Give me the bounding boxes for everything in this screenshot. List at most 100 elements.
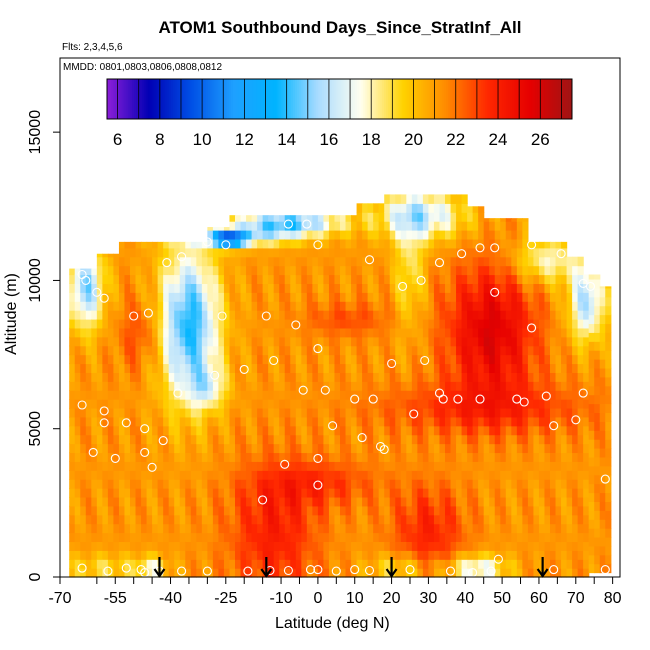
- observation-circle: [398, 281, 408, 291]
- heatmap-cell: [273, 559, 280, 569]
- heatmap-cell: [400, 221, 407, 231]
- heatmap-cell: [317, 479, 325, 489]
- heatmap-cell: [301, 523, 308, 534]
- heatmap-cell: [533, 372, 540, 382]
- heatmap-cell: [141, 363, 148, 373]
- colorbar-segment: [541, 79, 544, 119]
- heatmap-cell: [395, 416, 402, 427]
- heatmap-cell: [538, 407, 546, 418]
- heatmap-cell: [367, 221, 374, 231]
- heatmap-cell: [74, 390, 81, 400]
- heatmap-cell: [240, 372, 247, 382]
- heatmap-cell: [124, 399, 131, 409]
- heatmap-cell: [118, 434, 126, 445]
- heatmap-cell: [406, 221, 413, 231]
- heatmap-cell: [179, 354, 186, 365]
- heatmap-cell: [594, 563, 601, 574]
- heatmap-cell: [583, 310, 590, 320]
- heatmap-cell: [489, 327, 496, 338]
- heatmap-cell: [599, 501, 606, 511]
- heatmap-cell: [445, 559, 452, 569]
- heatmap-cell: [511, 345, 518, 356]
- heatmap-cell: [113, 310, 120, 320]
- heatmap-cell: [235, 532, 242, 543]
- heatmap-cell: [235, 247, 242, 258]
- heatmap-cell: [467, 461, 474, 471]
- colorbar-tick-label: 14: [277, 130, 296, 149]
- heatmap-cell: [472, 532, 479, 543]
- heatmap-cell: [301, 541, 308, 551]
- heatmap-cell: [572, 399, 579, 409]
- heatmap-cell: [511, 407, 518, 418]
- heatmap-cell: [411, 212, 418, 222]
- heatmap-cell: [257, 514, 264, 525]
- heatmap-cell: [505, 479, 512, 489]
- heatmap-cell: [229, 479, 236, 489]
- heatmap-cell: [411, 327, 418, 338]
- heatmap-cell: [334, 274, 341, 284]
- heatmap-cell: [489, 381, 496, 391]
- heatmap-cell: [505, 381, 512, 391]
- heatmap-cell: [538, 318, 546, 329]
- heatmap-cell: [555, 327, 562, 338]
- heatmap-cells: [69, 194, 612, 578]
- heatmap-cell: [212, 381, 220, 391]
- heatmap-cell: [212, 336, 220, 347]
- heatmap-cell: [118, 443, 126, 454]
- heatmap-cell: [494, 452, 501, 462]
- heatmap-cell: [201, 345, 208, 356]
- colorbar-segment: [405, 79, 408, 119]
- heatmap-cell: [328, 372, 336, 382]
- heatmap-cell: [505, 301, 512, 311]
- heatmap-cell: [572, 470, 579, 480]
- heatmap-cell: [69, 268, 76, 276]
- heatmap-cell: [141, 496, 148, 507]
- heatmap-cell: [417, 238, 424, 249]
- heatmap-cell: [500, 434, 507, 445]
- colorbar-segment: [234, 79, 238, 119]
- heatmap-cell: [400, 238, 407, 249]
- heatmap-cell: [157, 265, 164, 276]
- heatmap-cell: [306, 399, 313, 409]
- heatmap-cell: [306, 247, 313, 258]
- heatmap-cell: [69, 381, 76, 391]
- heatmap-cell: [96, 336, 103, 347]
- heatmap-cell: [312, 425, 319, 436]
- heatmap-cell: [69, 443, 76, 454]
- heatmap-cell: [367, 416, 374, 427]
- heatmap-cell: [599, 545, 606, 556]
- heatmap-cell: [328, 301, 336, 311]
- heatmap-cell: [80, 532, 87, 543]
- heatmap-cell: [544, 550, 551, 560]
- heatmap-cell: [411, 407, 418, 418]
- heatmap-cell: [323, 238, 330, 249]
- heatmap-cell: [527, 241, 535, 249]
- observation-circle: [283, 565, 293, 576]
- colorbar-segment: [242, 79, 246, 119]
- heatmap-cell: [389, 461, 396, 471]
- heatmap-cell: [113, 559, 120, 569]
- heatmap-cell: [478, 318, 485, 329]
- heatmap-cell: [257, 434, 264, 445]
- heatmap-cell: [190, 247, 197, 258]
- heatmap-cell: [351, 381, 358, 391]
- heatmap-cell: [279, 514, 286, 525]
- heatmap-cell: [544, 479, 551, 489]
- heatmap-cell: [268, 265, 275, 276]
- heatmap-cell: [384, 292, 391, 302]
- heatmap-cell: [588, 359, 595, 369]
- heatmap-cell: [572, 318, 579, 329]
- heatmap-cell: [439, 194, 446, 204]
- heatmap-cell: [262, 488, 269, 498]
- heatmap-cell: [196, 416, 203, 427]
- heatmap-cell: [422, 238, 430, 249]
- heatmap-cell: [577, 327, 584, 338]
- heatmap-cell: [152, 381, 159, 391]
- heatmap-cell: [373, 541, 380, 551]
- heatmap-cell: [583, 452, 590, 462]
- heatmap-cell: [362, 443, 369, 454]
- heatmap-cell: [461, 310, 468, 320]
- heatmap-cell: [273, 292, 280, 302]
- heatmap-cell: [456, 327, 463, 338]
- observation-circle: [556, 249, 566, 259]
